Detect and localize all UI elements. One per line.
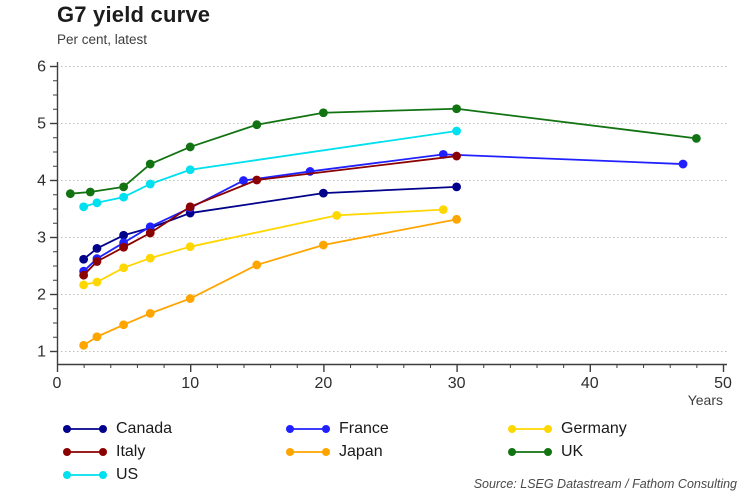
data-point-us xyxy=(145,179,155,189)
chart-title: G7 yield curve xyxy=(57,2,211,27)
legend-label-us: US xyxy=(116,466,139,483)
data-point-us xyxy=(452,126,461,136)
data-point-japan xyxy=(119,320,128,330)
series-germany xyxy=(79,205,448,290)
data-point-japan xyxy=(252,260,262,270)
legend-item-japan: Japan xyxy=(285,443,507,461)
y-tick-label: 1 xyxy=(37,344,46,361)
legend-label-uk: UK xyxy=(561,443,584,460)
data-point-canada xyxy=(92,244,102,253)
data-point-germany xyxy=(332,210,342,220)
data-point-uk xyxy=(185,142,195,152)
legend-marker-germany xyxy=(508,425,552,433)
data-point-italy xyxy=(145,228,155,238)
data-point-canada xyxy=(119,230,128,240)
x-tick-label: 50 xyxy=(714,375,732,392)
series-canada xyxy=(79,182,461,264)
data-point-uk xyxy=(65,189,75,199)
data-point-uk xyxy=(691,133,701,143)
data-point-japan xyxy=(79,340,89,350)
data-point-us xyxy=(92,198,102,208)
legend-label-france: France xyxy=(339,420,389,437)
chart-subtitle: Per cent, latest xyxy=(57,32,148,47)
data-point-uk xyxy=(145,159,155,169)
x-axis-unit-label: Years xyxy=(687,392,723,408)
x-tick-label: 10 xyxy=(181,375,199,392)
data-point-germany xyxy=(438,205,448,215)
y-tick-label: 4 xyxy=(37,173,46,190)
data-point-us xyxy=(185,165,195,175)
legend-marker-japan xyxy=(286,448,330,456)
x-tick-label: 20 xyxy=(315,375,333,392)
data-point-japan xyxy=(319,240,328,250)
data-point-france xyxy=(239,176,248,185)
legend-item-us: US xyxy=(62,466,285,484)
y-gridlines xyxy=(57,66,727,352)
source-attribution: Source: LSEG Datastream / Fathom Consult… xyxy=(473,477,737,491)
data-point-italy xyxy=(452,151,461,161)
legend-label-japan: Japan xyxy=(339,443,383,460)
data-point-uk xyxy=(85,187,95,197)
legend-marker-uk xyxy=(508,448,552,456)
data-point-germany xyxy=(185,242,195,252)
legend-label-italy: Italy xyxy=(116,443,146,460)
x-tick-label: 30 xyxy=(448,375,466,392)
data-point-uk xyxy=(319,108,328,118)
data-point-japan xyxy=(452,214,461,224)
data-point-italy xyxy=(79,270,89,280)
data-point-france xyxy=(145,222,155,232)
data-point-canada xyxy=(319,188,328,198)
legend-marker-canada xyxy=(63,425,107,433)
legend-marker-us xyxy=(63,471,107,479)
data-point-us xyxy=(79,202,89,212)
y-tick-label: 2 xyxy=(37,287,46,304)
data-point-italy xyxy=(185,202,195,212)
data-point-uk xyxy=(252,120,262,130)
data-point-germany xyxy=(145,253,155,263)
data-point-italy xyxy=(252,175,262,185)
legend-item-italy: Italy xyxy=(62,443,285,461)
data-point-japan xyxy=(145,308,155,318)
legend-marker-italy xyxy=(63,448,107,456)
legend-item-germany: Germany xyxy=(507,420,722,438)
legend-item-canada: Canada xyxy=(62,420,285,438)
x-tick-label: 0 xyxy=(53,375,62,392)
data-point-us xyxy=(119,192,128,202)
data-point-japan xyxy=(185,294,195,303)
data-point-canada xyxy=(452,182,461,192)
data-point-japan xyxy=(92,332,102,342)
legend-label-canada: Canada xyxy=(116,420,173,437)
data-point-italy xyxy=(119,242,128,252)
data-point-germany xyxy=(79,280,89,290)
data-point-france xyxy=(678,159,688,169)
data-point-germany xyxy=(119,263,128,273)
legend-item-france: France xyxy=(285,420,507,438)
data-point-italy xyxy=(92,257,102,266)
y-tick-label: 5 xyxy=(37,116,46,133)
x-axis: 0 10 20 30 40 50 xyxy=(53,363,732,392)
legend-item-uk: UK xyxy=(507,443,722,461)
series-italy xyxy=(79,151,461,280)
data-point-uk xyxy=(452,104,461,114)
y-tick-label: 3 xyxy=(37,230,46,247)
data-point-germany xyxy=(92,277,102,287)
series-uk xyxy=(65,104,701,199)
data-point-canada xyxy=(79,254,89,264)
plot-area: 1 2 3 4 5 6 0 10 20 30 40 50 xyxy=(37,59,732,393)
y-axis: 1 2 3 4 5 6 xyxy=(37,59,59,364)
series-japan xyxy=(79,214,461,350)
y-tick-label: 6 xyxy=(37,59,46,76)
legend-marker-france xyxy=(286,425,330,433)
legend: Canada France Germany Italy Japan UK US xyxy=(62,420,722,484)
data-point-uk xyxy=(119,182,128,192)
legend-label-germany: Germany xyxy=(561,420,627,437)
series-us xyxy=(79,126,461,212)
x-tick-label: 40 xyxy=(581,375,599,392)
